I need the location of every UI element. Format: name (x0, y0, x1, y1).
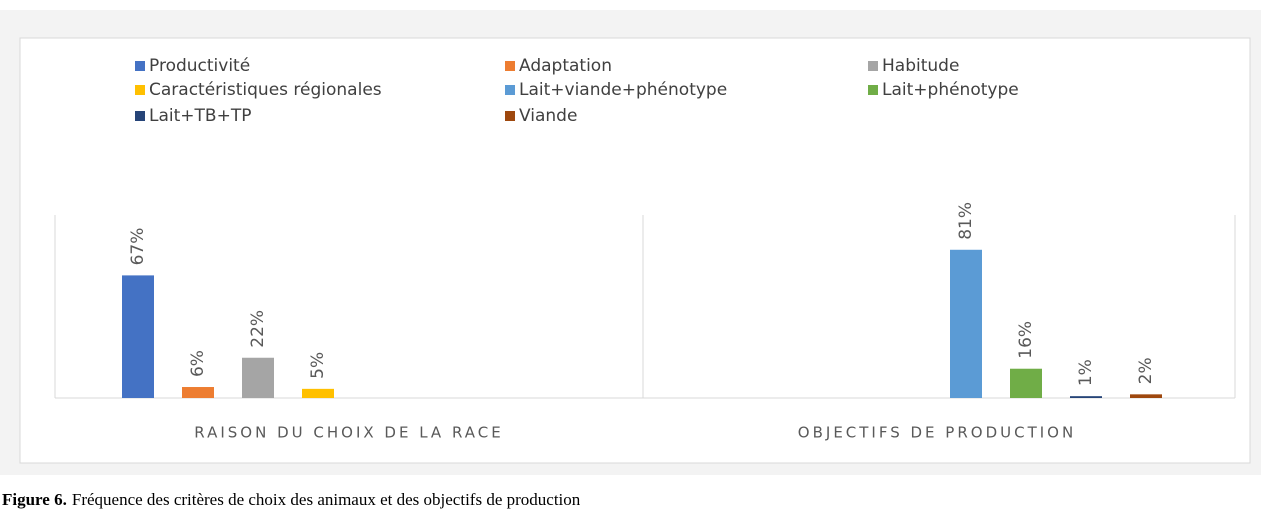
bar (1130, 394, 1162, 398)
bar (1010, 368, 1042, 398)
legend-swatch (135, 85, 145, 95)
legend-label: Adaptation (519, 56, 612, 76)
caption-label: Figure 6. (2, 490, 67, 509)
legend-label: Viande (519, 106, 577, 126)
value-label: 1% (1076, 359, 1096, 386)
value-label: 22% (248, 310, 268, 348)
bar (302, 388, 334, 398)
legend-swatch (135, 61, 145, 71)
legend-swatch (868, 85, 878, 95)
x-tick-label: RAISON DU CHOIX DE LA RACE (194, 424, 503, 442)
legend-swatch (505, 111, 515, 121)
x-tick-label: OBJECTIFS DE PRODUCTION (798, 424, 1076, 442)
caption: Figure 6. Fréquence des critères de choix… (2, 490, 581, 509)
legend-label: Lait+viande+phénotype (519, 80, 727, 100)
bar (182, 387, 214, 398)
legend-label: Habitude (882, 56, 959, 76)
value-label: 16% (1016, 321, 1036, 359)
legend-swatch (868, 61, 878, 71)
value-label: 6% (188, 350, 208, 377)
bar (950, 249, 982, 398)
legend-label: Caractéristiques régionales (149, 80, 382, 100)
value-label: 67% (128, 228, 148, 266)
bar (242, 357, 274, 398)
chart-area (19, 37, 1251, 464)
bar (122, 275, 154, 398)
value-label: 81% (956, 202, 976, 240)
value-label: 2% (1136, 357, 1156, 384)
legend-swatch (505, 61, 515, 71)
value-label: 5% (308, 352, 328, 379)
caption-text: Fréquence des critères de choix des anim… (72, 490, 581, 509)
legend-label: Lait+TB+TP (149, 106, 251, 126)
legend-label: Lait+phénotype (882, 80, 1019, 100)
legend-label: Productivité (149, 56, 250, 76)
legend-swatch (505, 85, 515, 95)
bar (1070, 396, 1102, 398)
legend-swatch (135, 111, 145, 121)
